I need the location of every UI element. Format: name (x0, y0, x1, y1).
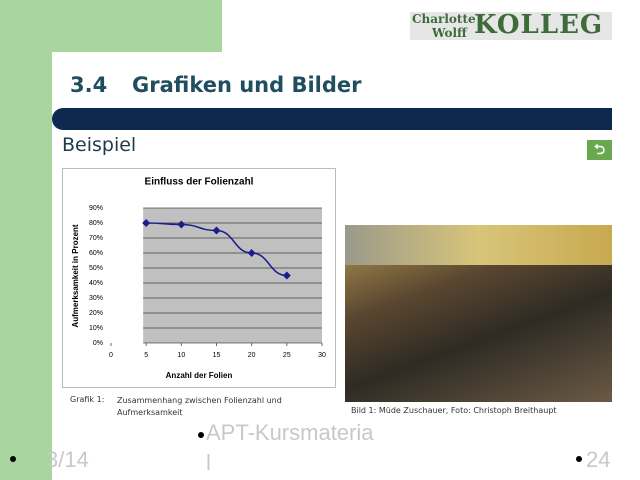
data-point (142, 219, 151, 227)
y-axis-label: Aufmerksamkeit in Prozent (71, 224, 80, 327)
y-tick-label: 30% (89, 295, 103, 302)
chart-caption-label: Grafik 1: (70, 395, 105, 404)
y-tick-label: 50% (89, 265, 103, 272)
logo-name: KOLLEG (474, 10, 604, 40)
chart: Einfluss der Folienzahl Anzahl der Folie… (62, 168, 336, 388)
y-tick-label: 0% (93, 340, 103, 347)
logo-line: Wolff (432, 26, 467, 40)
photo (345, 225, 612, 402)
green-strip (0, 0, 52, 480)
bullet (10, 456, 16, 462)
logo: Charlotte Wolff KOLLEG (410, 10, 612, 40)
bullet (198, 432, 204, 438)
bullet (576, 456, 582, 462)
data-point (212, 226, 221, 235)
y-tick-label: 10% (89, 325, 103, 332)
x-tick-label: 15 (213, 352, 221, 359)
x-axis-label: Anzahl der Folien (166, 371, 233, 380)
x-tick-label: 0 (109, 352, 113, 359)
footer-course: APT-Kursmaterial (206, 420, 374, 475)
y-tick-label: 70% (89, 235, 103, 242)
chart-title: Einfluss der Folienzahl (145, 177, 254, 188)
data-point (247, 249, 256, 257)
x-tick-label: 30 (318, 352, 326, 359)
section-number: 3.4 (70, 73, 108, 97)
photo-wall (345, 225, 612, 265)
y-tick-label: 90% (89, 205, 103, 212)
y-tick-label: 80% (89, 220, 103, 227)
subtitle: Beispiel (62, 134, 137, 156)
footer-date: 3/14 (46, 447, 89, 472)
y-tick-label: 20% (89, 310, 103, 317)
footer-page: 24 (586, 447, 611, 472)
data-point (177, 220, 186, 229)
chart-caption: Zusammenhang zwischen Folienzahl und Auf… (117, 396, 282, 417)
x-tick-label: 25 (283, 352, 291, 359)
return-button[interactable]: ⮌ (587, 140, 612, 160)
x-tick-label: 10 (177, 352, 185, 359)
header-bar (52, 108, 612, 130)
data-point (282, 271, 291, 280)
y-tick-label: 60% (89, 250, 103, 257)
plot-area (143, 208, 322, 343)
y-tick-label: 40% (89, 280, 103, 287)
image-caption: Bild 1: Müde Zuschauer, Foto: Christoph … (351, 406, 557, 415)
x-tick-label: 5 (144, 352, 148, 359)
x-tick-label: 20 (248, 352, 256, 359)
section-title: Grafiken und Bilder (132, 73, 362, 97)
logo-line: Charlotte (412, 12, 476, 26)
